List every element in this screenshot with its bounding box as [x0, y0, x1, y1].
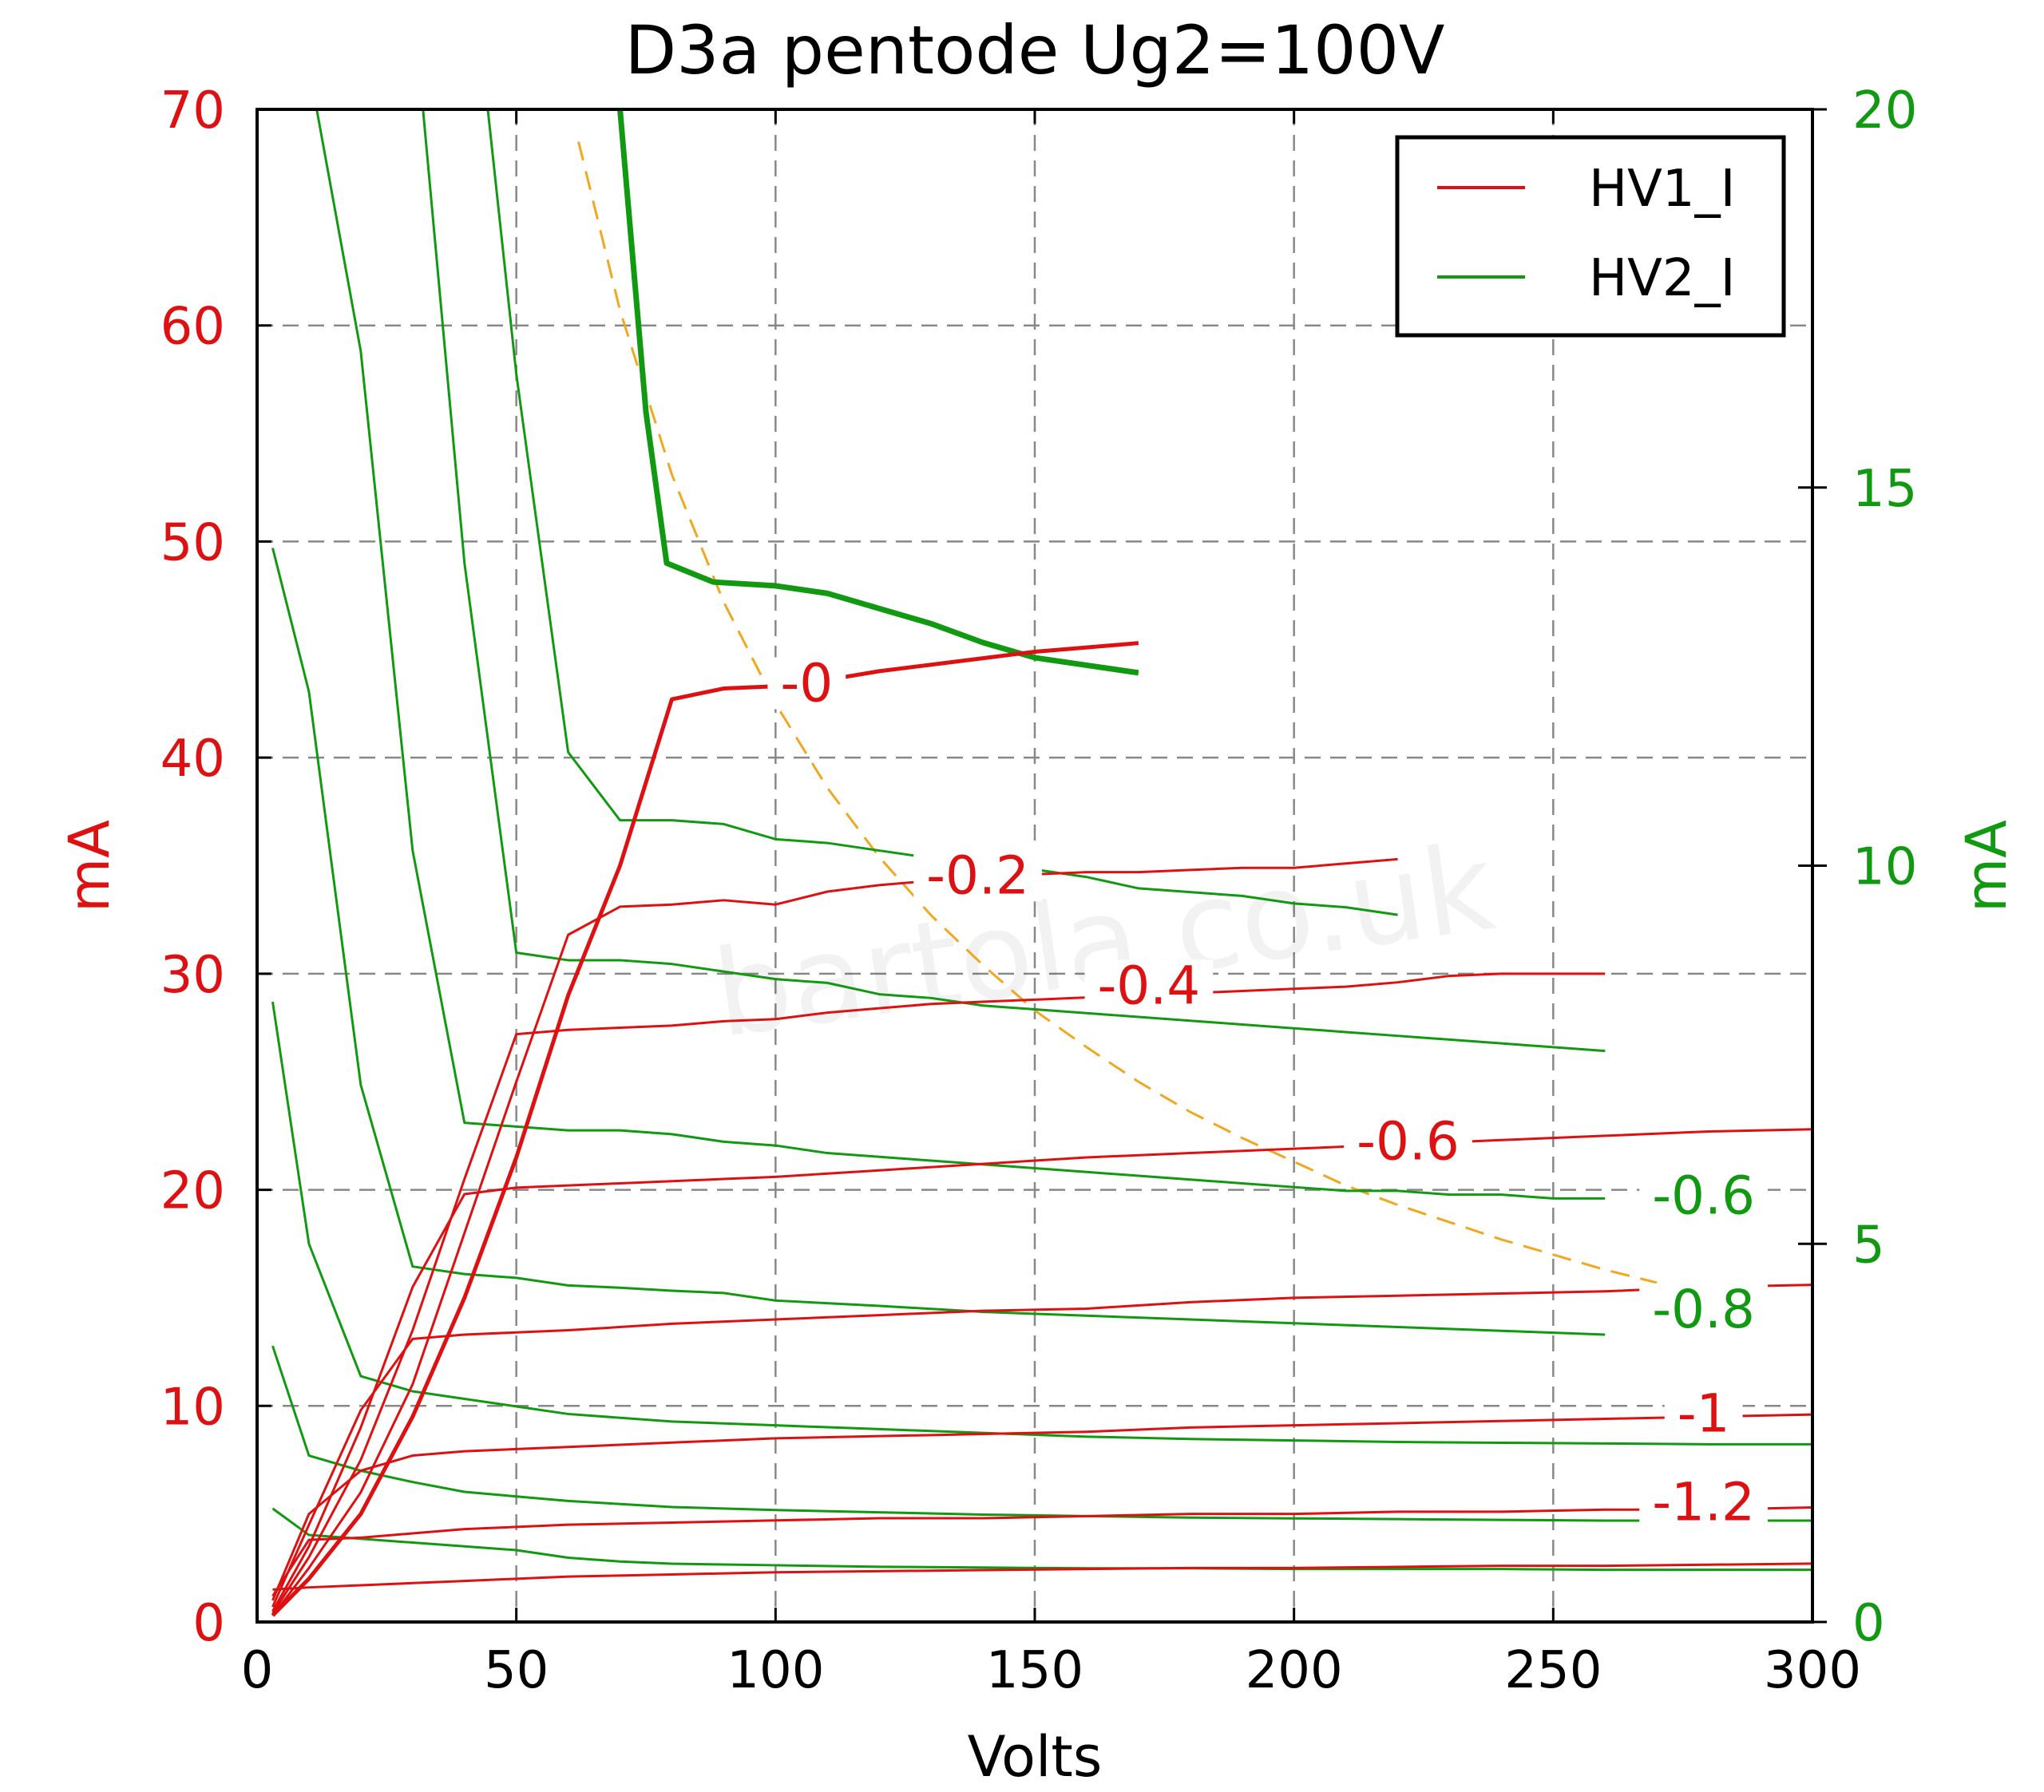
curve-label: -1.2: [1652, 1471, 1755, 1533]
series-layer: [271, 109, 1812, 1617]
x-tick-label: 150: [986, 1641, 1083, 1700]
hv1-series-line: [271, 972, 1606, 1614]
legend: HV1_I HV2_I: [1395, 135, 1786, 338]
curve-label-background: [1664, 1387, 1743, 1440]
x-tick-label: 50: [484, 1641, 549, 1700]
legend-label-hv2: HV2_I: [1589, 249, 1736, 308]
hv2-series-line: [271, 548, 1606, 1336]
x-tick-label: 100: [727, 1641, 824, 1700]
curve-label-group: -0.4: [1084, 955, 1214, 1016]
y-tick-label-right: 15: [1852, 460, 1917, 519]
y-tick-label-left: 50: [160, 513, 225, 572]
y-tick-label-left: 0: [192, 1594, 225, 1653]
curve-label: -0.6: [1357, 1110, 1460, 1172]
curve-label-background: [1084, 959, 1214, 1012]
y-tick-label-left: 10: [160, 1378, 225, 1437]
x-tick-label: 200: [1246, 1641, 1343, 1700]
hv1-series-line: [271, 1284, 1812, 1608]
curve-label: -0.4: [1097, 955, 1200, 1016]
x-tick-label: 300: [1764, 1641, 1861, 1700]
curve-label-background: [1639, 1283, 1769, 1335]
curve-label-group: -1.2: [1639, 1471, 1769, 1533]
y-tick-label-left: 40: [160, 730, 225, 789]
curve-label-background: [1344, 1115, 1472, 1168]
x-tick-label: 250: [1504, 1641, 1602, 1700]
hv1-series-line: [272, 1562, 1812, 1591]
curve-label-background: [913, 849, 1042, 902]
y-tick-label-right: 5: [1852, 1216, 1885, 1275]
y-tick-label-left: 70: [160, 81, 225, 140]
curve-label-background: [767, 657, 846, 710]
y-tick-label-left: 60: [160, 298, 225, 357]
y-tick-label-left: 30: [160, 946, 225, 1005]
y-axis-label-right: mA: [1954, 820, 2019, 912]
hv2-series-line: [271, 1507, 1812, 1572]
curve-label: -0.6: [1652, 1165, 1755, 1227]
curve-label-group: -1: [1664, 1383, 1743, 1444]
hv1-series-line: [271, 1413, 1812, 1601]
curve-label: -1: [1678, 1383, 1730, 1444]
legend-box: [1395, 135, 1786, 338]
curve-label: -0.8: [1652, 1279, 1755, 1340]
hv2-series-line: [271, 1345, 1812, 1522]
curve-label-background: [1639, 1169, 1769, 1222]
curve-label-group: -0.6: [1639, 1165, 1769, 1227]
hv1-series-line: [271, 857, 1398, 1616]
axis-layer: 0 50 100 150 200 250 3000102030405060700510152…: [160, 81, 1918, 1700]
hv2-series-line: [617, 109, 1139, 676]
y-tick-label-right: 0: [1852, 1594, 1885, 1653]
y-tick-label-right: 10: [1852, 838, 1917, 897]
y-tick-label-left: 20: [160, 1162, 225, 1221]
label-layer: -0 -0.2 -0.4 -0.6 -0.6 -0.8 -1 -1.2: [767, 652, 1769, 1533]
curve-label: -0.2: [926, 845, 1029, 906]
hv2-series-line: [422, 109, 1606, 1053]
hv1-series-line: [271, 641, 1139, 1617]
curve-label-group: -0.2: [913, 845, 1042, 906]
hv1-series-line: [271, 1506, 1812, 1597]
y-axis-label-left: mA: [57, 820, 122, 912]
curve-label-group: -0.6: [1344, 1110, 1472, 1172]
max-dissipation-curve: [577, 141, 1658, 1284]
y-tick-label-right: 20: [1852, 81, 1917, 140]
x-axis-label: Volts: [968, 1724, 1103, 1788]
curve-label-group: -0.8: [1639, 1279, 1769, 1340]
legend-label-hv1: HV1_I: [1589, 160, 1736, 219]
x-tick-label: 0: [241, 1641, 274, 1700]
curve-label-background: [1639, 1476, 1769, 1529]
curve-label: -0: [780, 652, 833, 714]
chart-title: D3a pentode Ug2=100V: [625, 11, 1445, 89]
curve-label-group: -0: [767, 652, 846, 714]
hv2-series-line: [271, 1001, 1812, 1446]
